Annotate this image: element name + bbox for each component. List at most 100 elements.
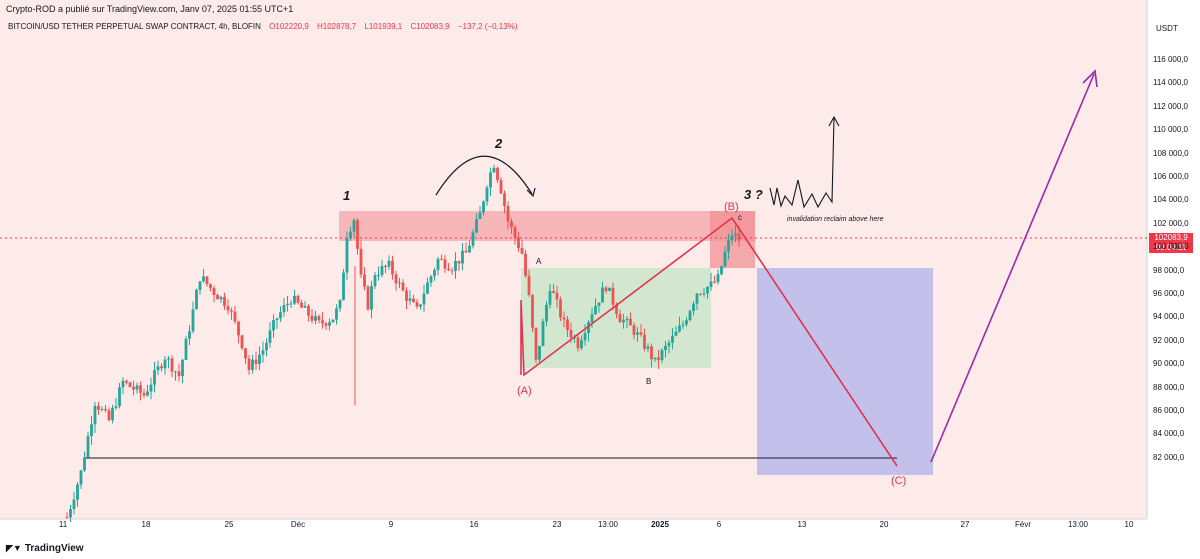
candle-body [352,220,356,232]
candle-body [482,201,485,213]
candle-body [552,291,555,293]
candle-body [499,180,503,194]
candle-body [629,318,632,326]
candle-body [625,318,629,321]
candle-body [401,282,405,291]
candle-body [503,193,506,206]
candle-body [524,253,527,276]
candle-body [331,319,335,323]
candle-body [702,293,706,295]
candle-body [104,409,107,411]
candle-body [237,321,240,336]
candle-body [377,274,380,276]
time-tick-label: 13:00 [597,520,619,529]
wave-c-label: c [738,213,742,222]
candle-body [373,275,377,287]
candle-body [216,295,219,300]
price-tick-label: 94 000,0 [1153,312,1185,322]
candle-body [272,320,275,331]
candle-body [324,323,328,326]
upside-arrow-head [1082,69,1098,88]
candle-body [569,329,573,338]
publisher-info: Crypto-ROD a publié sur TradingView.com,… [6,4,294,14]
candle-body [468,245,471,253]
candle-body [429,276,433,283]
candle-body [391,260,394,275]
candle-body [506,205,510,222]
candle-body [688,310,692,321]
price-tick-label: 96 000,0 [1153,289,1185,298]
candle-body [293,295,296,304]
candle-body [713,281,716,283]
price-tick-label: 82 000,0 [1153,452,1185,462]
candle-body [93,405,97,425]
candle-body [247,358,251,370]
candle-body [734,233,737,236]
wave-3-label: 3 ? [744,187,763,202]
candle-body [184,338,188,360]
candle-body [167,358,170,360]
candle-body [76,484,79,500]
candle-body [622,320,625,323]
candle-body [485,187,489,202]
candle-body [639,332,643,335]
candle-body [366,286,370,310]
symbol-legend[interactable]: BITCOIN/USD TETHER PERPETUAL SWAP CONTRA… [8,22,517,31]
candle-body [251,359,254,370]
symbol-title: BITCOIN/USD TETHER PERPETUAL SWAP CONTRA… [8,22,261,31]
candle-body [422,293,426,305]
candle-body [289,303,293,305]
candle-body [279,312,282,319]
candle-body [615,304,618,315]
candle-body [566,319,569,330]
candle-body [387,260,391,267]
price-tick-label: 102 000,0 [1153,218,1189,228]
candle-body [475,219,478,233]
candle-body [541,321,545,346]
wave-b-label: B [646,377,651,386]
candle-body [296,295,300,303]
price-tick-label: 112 000,0 [1153,101,1188,111]
candle-body [464,250,468,253]
price-tick-label: 90 000,0 [1153,359,1185,369]
candle-body [191,309,195,332]
candle-body [300,302,303,308]
resistance-zone [339,211,755,241]
candle-body [83,457,86,471]
candle-body [618,314,622,323]
candle-body [100,409,104,411]
candle-body [139,385,142,393]
candle-body [230,310,233,312]
candle-body [534,327,538,360]
tradingview-logo[interactable]: ◤▼ TradingView [6,543,84,554]
candle-body [72,499,76,510]
currency-label: USDT [1156,24,1178,33]
candle-body [310,315,314,321]
candle-body [65,517,69,519]
price-tick-label: 88 000,0 [1153,382,1185,392]
candle-body [233,311,237,322]
candle-body [345,238,349,273]
time-tick-label: 16 [469,520,479,529]
candle-body [517,237,520,249]
candle-body [303,305,307,308]
candle-body [317,316,321,321]
candle-body [125,380,128,383]
bar-countdown: 03:04:11 [1155,243,1187,252]
candle-body [727,240,730,252]
time-tick-label: 18 [141,520,151,529]
candle-body [181,359,184,377]
candle-body [321,320,324,324]
time-tick-label: 2025 [651,520,669,529]
candle-body [576,337,580,349]
price-axis-panel [1147,0,1200,559]
candle-body [132,386,135,390]
candle-body [643,334,646,349]
candle-body [548,291,552,305]
candle-body [128,382,132,387]
time-tick-label: 23 [552,520,562,529]
candle-body [699,293,702,295]
candle-body [440,258,443,260]
candle-body [681,324,685,326]
